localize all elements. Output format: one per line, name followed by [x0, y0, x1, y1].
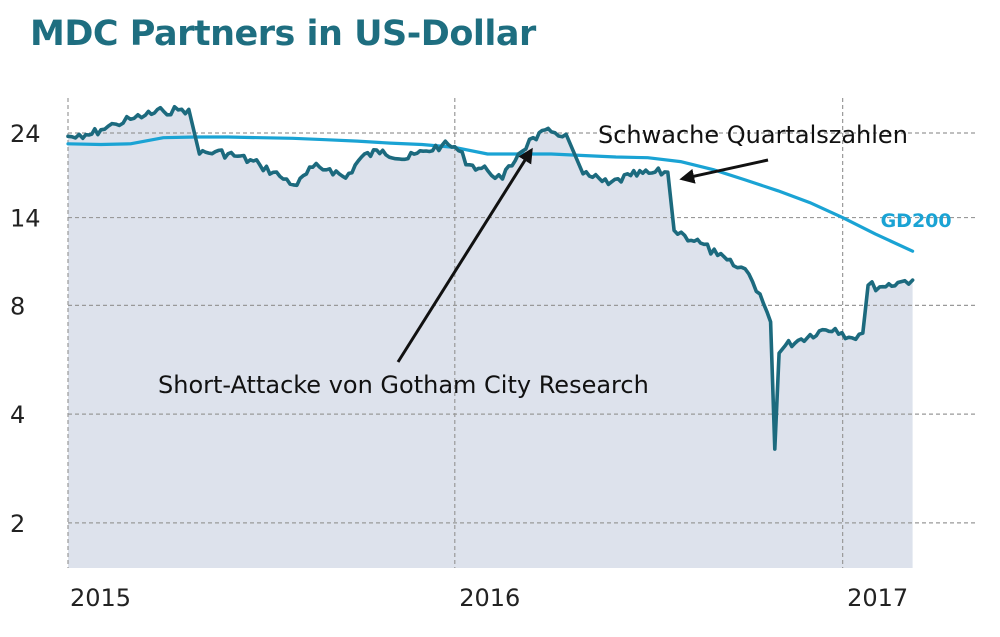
y-tick-label: 4: [10, 401, 25, 429]
price-line: [66, 105, 915, 451]
x-axis-ticks: 2015 2016 2017: [70, 584, 908, 612]
y-tick-label: 8: [10, 292, 25, 320]
series-lines: GD200: [66, 105, 952, 451]
price-area-layer: [68, 106, 913, 569]
annotation-arrow-quartalszahlen: [679, 158, 769, 184]
y-axis-ticks: 24 14 8 4 2: [10, 120, 41, 538]
annotations: Schwache Quartalszahlen Short-Attacke von…: [158, 121, 908, 399]
price-area: [68, 106, 913, 569]
gd200-label: GD200: [881, 210, 952, 232]
annotation-label-quartalszahlen: Schwache Quartalszahlen: [598, 121, 908, 149]
x-tick-label: 2016: [459, 584, 520, 612]
y-tick-label: 14: [10, 205, 41, 233]
y-tick-label: 24: [10, 120, 41, 148]
x-tick-label: 2015: [70, 584, 131, 612]
annotation-label-short-attack: Short-Attacke von Gotham City Research: [158, 371, 649, 399]
y-tick-label: 2: [10, 510, 25, 538]
annotation-arrow-short-attack: [396, 147, 533, 363]
x-tick-label: 2017: [847, 584, 908, 612]
chart-title: MDC Partners in US-Dollar: [30, 14, 536, 54]
